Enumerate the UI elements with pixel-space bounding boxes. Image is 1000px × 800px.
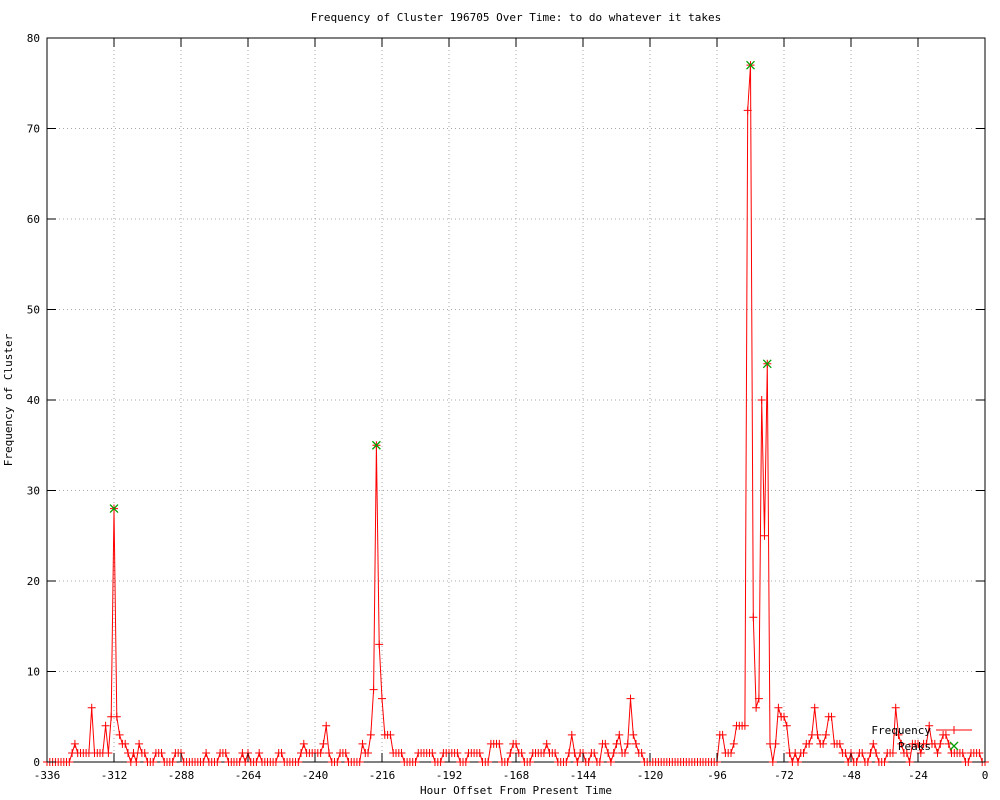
y-tick-label: 50 [27,304,40,317]
y-tick-label: 60 [27,213,40,226]
axis-ticks [46,37,986,763]
x-tick-label: -168 [503,769,530,782]
x-tick-label: -96 [707,769,727,782]
peak-markers [109,60,772,514]
y-tick-label: 0 [33,756,40,769]
x-tick-label: -48 [841,769,861,782]
legend-samples [936,726,972,751]
y-tick-label: 70 [27,123,40,136]
x-tick-label: 0 [982,769,989,782]
y-tick-label: 80 [27,32,40,45]
y-tick-label: 10 [27,666,40,679]
x-tick-label: -120 [637,769,664,782]
x-axis-label: Hour Offset From Present Time [420,784,612,797]
x-tick-label: -72 [774,769,794,782]
chart-title: Frequency of Cluster 196705 Over Time: t… [311,11,722,24]
y-tick-label: 20 [27,575,40,588]
frequency-line [47,65,985,764]
x-tick-label: -144 [570,769,597,782]
legend-frequency-label: Frequency [871,724,931,737]
legend: Frequency Peaks [871,724,972,753]
x-tick-label: -192 [436,769,463,782]
x-tick-label: -264 [235,769,262,782]
axis-tick-labels: -336 -312 -288 -264 -240 -216 -192 -168 -144 -120… [27,32,989,782]
x-tick-label: -336 [34,769,61,782]
y-tick-label: 30 [27,485,40,498]
x-tick-label: -240 [302,769,329,782]
y-tick-label: 40 [27,394,40,407]
x-tick-label: -288 [168,769,195,782]
y-axis-label: Frequency of Cluster [2,333,15,466]
x-tick-label: -312 [101,769,128,782]
x-tick-label: -216 [369,769,396,782]
frequency-series [43,61,989,766]
legend-frequency-sample-marker [950,726,958,734]
peaks-series [109,60,772,514]
legend-peaks-sample-marker [949,741,959,751]
x-tick-label: -24 [908,769,928,782]
legend-peaks-label: Peaks [898,740,931,753]
grid [47,38,985,762]
